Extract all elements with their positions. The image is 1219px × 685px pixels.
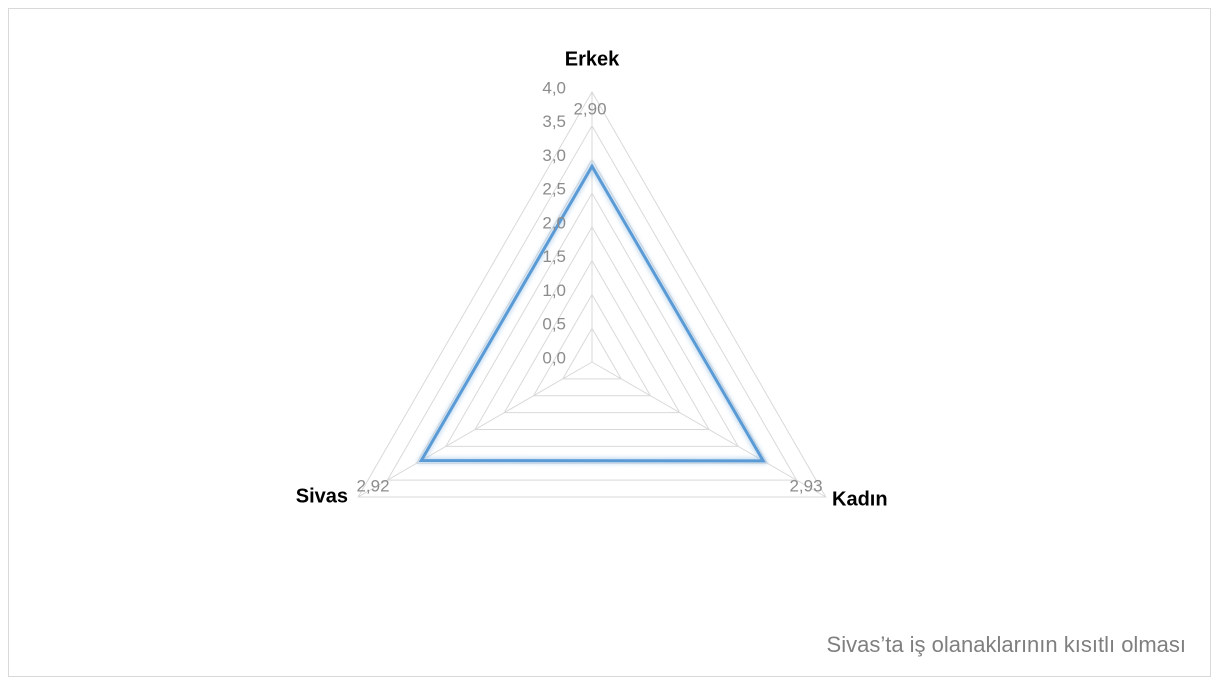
grid-ring xyxy=(503,259,681,414)
data-label: 2,92 xyxy=(356,476,389,495)
r-tick-label: 1,0 xyxy=(542,281,566,300)
r-tick-label: 0,5 xyxy=(542,315,566,334)
r-tick-label: 4,0 xyxy=(542,78,566,97)
grid-ring xyxy=(444,192,740,447)
category-label: Sivas xyxy=(296,485,348,507)
r-tick-label: 2,0 xyxy=(542,213,566,232)
r-tick-label: 1,5 xyxy=(542,247,566,266)
grid-ring xyxy=(386,124,798,481)
data-label: 2,93 xyxy=(789,476,822,495)
r-tick-label: 3,5 xyxy=(542,112,566,131)
chart-border xyxy=(8,8,1211,677)
category-label: Erkek xyxy=(565,48,620,70)
grid-ring xyxy=(532,293,652,397)
grid-ring xyxy=(474,226,710,430)
category-label: Kadın xyxy=(832,488,888,510)
grid-ring xyxy=(357,90,827,498)
r-tick-label: 0,0 xyxy=(542,348,566,367)
chart-annotation: Sivas’ta iş olanaklarının kısıtlı olması xyxy=(827,632,1186,657)
radial-axis xyxy=(591,361,827,498)
grid-ring xyxy=(561,327,623,380)
radial-axis xyxy=(357,361,593,498)
r-tick-label: 2,5 xyxy=(542,180,566,199)
r-tick-label: 3,0 xyxy=(542,146,566,165)
data-label: 2,90 xyxy=(573,99,606,118)
series-line xyxy=(418,163,766,463)
